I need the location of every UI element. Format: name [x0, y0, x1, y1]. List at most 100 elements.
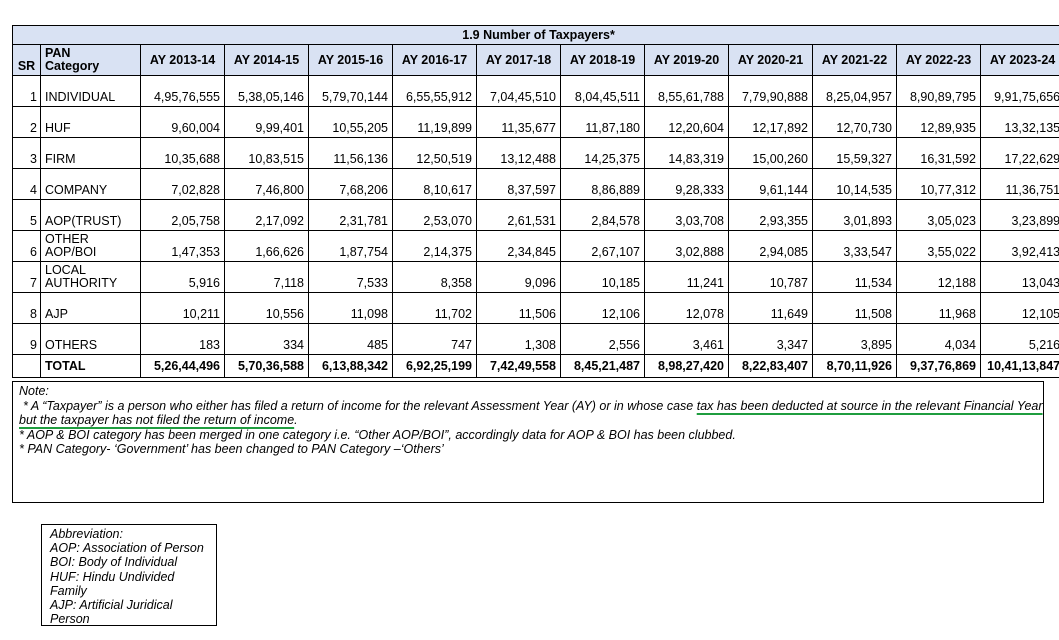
row-value: 7,46,800	[224, 168, 309, 200]
row-value: 9,096	[476, 261, 561, 293]
abbreviation-line: AJP: Artificial Juridical	[50, 598, 173, 613]
row-value: 12,20,604	[644, 106, 729, 138]
row-value: 6,55,55,912	[392, 75, 477, 107]
row-value: 11,506	[476, 292, 561, 324]
row-value: 11,56,136	[308, 137, 393, 169]
row-value: 334	[224, 323, 309, 355]
row-value: 11,36,751	[979, 168, 1059, 200]
row-value: 8,86,889	[560, 168, 645, 200]
abbreviation-line: Person	[50, 612, 90, 627]
row-category: HUF	[40, 106, 141, 138]
note-line-1-underlined: tax has been deducted at source in the r…	[696, 398, 1043, 413]
row-value: 7,118	[224, 261, 309, 293]
abbreviation-line: BOI: Body of Individual	[50, 555, 178, 570]
row-category: AOP(TRUST)	[40, 199, 141, 231]
row-value: 183	[140, 323, 225, 355]
row-category: LOCAL AUTHORITY	[40, 261, 141, 293]
row-value: 9,28,333	[644, 168, 729, 200]
row-value: 16,31,592	[896, 137, 981, 169]
total-value: 6,92,25,199	[392, 354, 477, 378]
row-value: 10,556	[224, 292, 309, 324]
row-value: 2,93,355	[728, 199, 813, 231]
row-value: 13,043	[979, 261, 1059, 293]
total-value: 5,70,36,588	[224, 354, 309, 378]
row-value: 3,55,022	[896, 230, 981, 262]
row-value: 9,91,75,656	[979, 75, 1059, 107]
header-year: AY 2022-23	[896, 44, 981, 76]
row-value: 2,556	[560, 323, 645, 355]
row-value: 1,47,353	[140, 230, 225, 262]
note-heading: Note:	[19, 384, 49, 398]
row-value: 8,358	[392, 261, 477, 293]
note-line-2: but the taxpayer has not filed the retur…	[19, 413, 1037, 428]
row-value: 1,87,754	[308, 230, 393, 262]
table-row: 3 FIRM 10,35,688 10,83,515 11,56,136 12,50,51…	[12, 137, 1059, 169]
row-value: 3,05,023	[896, 199, 981, 231]
row-sr: 9	[12, 323, 41, 355]
table-body: 1 INDIVIDUAL 4,95,76,555 5,38,05,146 5,79,70…	[12, 75, 1059, 378]
row-value: 11,968	[896, 292, 981, 324]
header-year: AY 2017-18	[476, 44, 561, 76]
row-value: 3,01,893	[812, 199, 897, 231]
row-value: 5,216	[979, 323, 1059, 355]
header-year: AY 2014-15	[224, 44, 309, 76]
row-value: 14,83,319	[644, 137, 729, 169]
row-value: 8,10,617	[392, 168, 477, 200]
row-category-line2: OTHERS	[45, 338, 98, 352]
row-value: 7,68,206	[308, 168, 393, 200]
row-value: 13,32,135	[979, 106, 1059, 138]
row-value: 10,211	[140, 292, 225, 324]
row-value: 10,35,688	[140, 137, 225, 169]
note-line-2-text: .	[294, 413, 298, 427]
total-label: TOTAL	[40, 354, 141, 378]
row-value: 14,25,375	[560, 137, 645, 169]
row-value: 11,649	[728, 292, 813, 324]
table-header-row: SR PAN Category AY 2013-14 AY 2014-15 AY 2…	[12, 44, 1059, 76]
row-category-line1: LOCAL	[45, 263, 86, 277]
note-line-1-text: * A “Taxpayer” is a person who either ha…	[23, 398, 697, 413]
header-pan-line1: PAN	[45, 46, 71, 60]
table-row: 9 OTHERS 183 334 485 747 1,308 2,556 3,461 3,347 3…	[12, 323, 1059, 355]
total-sr-blank	[12, 354, 41, 378]
row-category: COMPANY	[40, 168, 141, 200]
table-total-row: TOTAL 5,26,44,496 5,70,36,588 6,13,88,342 6,…	[12, 354, 1059, 378]
row-sr: 1	[12, 75, 41, 107]
total-value: 6,13,88,342	[308, 354, 393, 378]
table-title-row: 1.9 Number of Taxpayers*	[11, 25, 1059, 45]
row-value: 12,188	[896, 261, 981, 293]
row-value: 9,60,004	[140, 106, 225, 138]
row-category: INDIVIDUAL	[40, 75, 141, 107]
row-value: 9,61,144	[728, 168, 813, 200]
row-value: 13,12,488	[476, 137, 561, 169]
header-sr: SR	[12, 44, 41, 76]
row-category: OTHERS	[40, 323, 141, 355]
row-category-line2: COMPANY	[45, 183, 108, 197]
note-line-3: * AOP & BOI category has been merged in …	[19, 427, 736, 442]
row-value: 11,098	[308, 292, 393, 324]
row-value: 4,034	[896, 323, 981, 355]
row-value: 11,87,180	[560, 106, 645, 138]
row-value: 485	[308, 323, 393, 355]
row-value: 12,105	[979, 292, 1059, 324]
abbreviation-line: AOP: Association of Person	[50, 541, 204, 556]
row-category-line2: INDIVIDUAL	[45, 90, 116, 104]
table-row: 2 HUF 9,60,004 9,99,401 10,55,205 11,19,899 11…	[12, 106, 1059, 138]
row-value: 11,35,677	[476, 106, 561, 138]
row-sr: 7	[12, 261, 41, 293]
row-value: 11,702	[392, 292, 477, 324]
note-line-2-underlined: but the taxpayer has not filed the retur…	[19, 413, 295, 427]
row-value: 12,078	[644, 292, 729, 324]
row-value: 11,241	[644, 261, 729, 293]
abbreviation-box: Abbreviation: AOP: Association of Person…	[41, 524, 217, 626]
row-value: 10,55,205	[308, 106, 393, 138]
row-value: 5,916	[140, 261, 225, 293]
row-value: 11,19,899	[392, 106, 477, 138]
row-value: 3,33,547	[812, 230, 897, 262]
row-sr: 4	[12, 168, 41, 200]
total-value: 8,22,83,407	[728, 354, 813, 378]
row-category: FIRM	[40, 137, 141, 169]
row-value: 10,14,535	[812, 168, 897, 200]
row-value: 15,59,327	[812, 137, 897, 169]
row-value: 2,31,781	[308, 199, 393, 231]
row-value: 10,185	[560, 261, 645, 293]
